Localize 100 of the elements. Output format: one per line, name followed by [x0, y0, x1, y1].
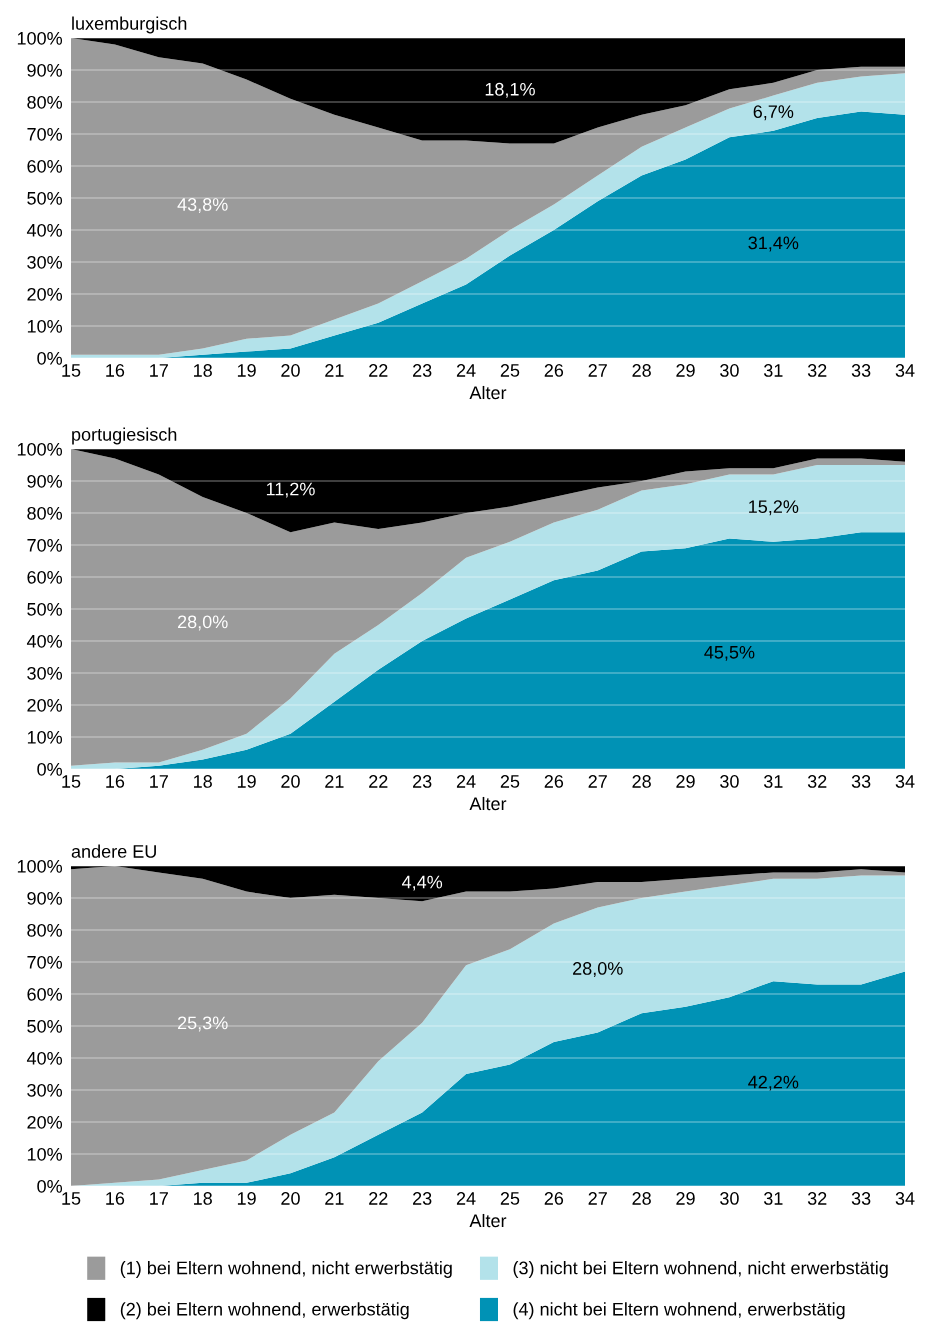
x-tick-label: 21: [325, 1192, 344, 1205]
annotation: 28,0%: [178, 615, 228, 631]
annotation: 18,1%: [485, 82, 535, 98]
x-axis-title: Alter: [469, 796, 507, 811]
x-tick-label: 32: [807, 364, 827, 377]
y-tick-label: 90%: [27, 474, 63, 488]
x-tick-label: 31: [763, 1192, 783, 1205]
annotation: 45,5%: [704, 645, 755, 661]
y-tick-label: 10%: [27, 319, 63, 333]
x-tick-label: 22: [369, 775, 388, 788]
x-tick-label: 20: [281, 1192, 300, 1205]
x-tick-label: 16: [106, 364, 125, 377]
y-tick-label: 20%: [27, 287, 63, 301]
x-tick-label: 26: [544, 364, 564, 377]
x-tick-label: 18: [194, 775, 212, 788]
x-tick-label: 19: [237, 775, 256, 788]
y-tick-label: 40%: [26, 1051, 63, 1065]
legend-label: (4) nicht bei Eltern wohnend, erwerbstätig: [513, 1302, 845, 1320]
x-tick-label: 32: [807, 775, 827, 788]
x-tick-label: 30: [720, 775, 739, 788]
x-tick-label: 34: [895, 775, 915, 788]
x-tick-label: 15: [62, 364, 81, 377]
x-tick-label: 16: [106, 1192, 125, 1205]
x-tick-label: 31: [763, 775, 783, 788]
x-tick-label: 26: [544, 775, 564, 788]
x-tick-label: 22: [369, 1192, 388, 1205]
y-tick-label: 100%: [17, 859, 63, 873]
x-tick-label: 33: [851, 1192, 871, 1205]
annotation: 42,2%: [748, 1075, 799, 1091]
y-tick-label: 70%: [27, 955, 63, 969]
x-tick-label: 34: [895, 1192, 915, 1205]
y-tick-label: 100%: [17, 31, 63, 45]
y-tick-label: 0%: [37, 1179, 63, 1193]
x-tick-label: 18: [194, 1192, 212, 1205]
legend-label: (2) bei Eltern wohnend, erwerbstätig: [120, 1302, 409, 1320]
y-tick-label: 40%: [26, 634, 63, 648]
y-tick-label: 80%: [27, 506, 63, 520]
x-tick-label: 25: [500, 364, 520, 377]
chart-title: andere EU: [71, 844, 156, 858]
x-axis-title: Alter: [469, 1213, 507, 1228]
y-tick-label: 90%: [27, 891, 63, 905]
x-tick-label: 23: [413, 775, 432, 788]
chart-title: portugiesisch: [72, 427, 177, 445]
x-tick-label: 34: [895, 364, 915, 377]
y-tick-label: 60%: [27, 987, 63, 1001]
x-tick-label: 28: [632, 1192, 651, 1205]
annotation: 11,2%: [266, 482, 315, 498]
y-tick-label: 30%: [27, 666, 63, 680]
x-tick-label: 28: [632, 775, 651, 788]
x-tick-label: 19: [237, 364, 256, 377]
annotation: 6,7%: [753, 105, 794, 121]
y-tick-label: 30%: [27, 1083, 63, 1097]
x-tick-label: 30: [720, 364, 739, 377]
y-tick-label: 10%: [27, 1147, 63, 1161]
x-tick-label: 29: [676, 775, 695, 788]
annotation: 25,3%: [178, 1016, 228, 1032]
x-tick-label: 25: [500, 775, 520, 788]
x-tick-label: 22: [369, 364, 388, 377]
x-tick-label: 18: [194, 364, 212, 377]
y-tick-label: 60%: [27, 159, 63, 173]
x-tick-label: 33: [851, 775, 871, 788]
y-tick-label: 80%: [27, 95, 63, 109]
legend-label: (3) nicht bei Eltern wohnend, nicht erwerbstätig: [513, 1261, 888, 1278]
y-tick-label: 10%: [27, 730, 63, 744]
x-tick-label: 20: [281, 775, 300, 788]
x-tick-label: 21: [325, 364, 344, 377]
annotation: 43,8%: [177, 198, 228, 213]
x-tick-label: 29: [676, 364, 695, 377]
x-tick-label: 23: [413, 364, 432, 377]
x-tick-label: 24: [456, 775, 476, 788]
x-tick-label: 20: [281, 364, 300, 377]
y-tick-label: 0%: [37, 762, 63, 776]
chart-title: luxemburgisch: [72, 16, 187, 34]
y-tick-label: 90%: [27, 63, 63, 77]
y-tick-label: 40%: [26, 223, 63, 237]
x-tick-label: 17: [150, 1192, 168, 1205]
x-tick-label: 24: [456, 1192, 476, 1205]
x-tick-label: 17: [150, 775, 168, 788]
x-tick-label: 21: [325, 775, 344, 788]
x-tick-label: 31: [763, 364, 783, 377]
y-tick-label: 50%: [27, 191, 63, 205]
x-tick-label: 23: [413, 1192, 432, 1205]
x-tick-label: 19: [237, 1192, 256, 1205]
x-tick-label: 28: [632, 364, 651, 377]
y-tick-label: 30%: [27, 255, 63, 269]
x-tick-label: 29: [676, 1192, 695, 1205]
x-tick-label: 32: [807, 1192, 827, 1205]
annotation: 28,0%: [573, 962, 623, 977]
y-tick-label: 70%: [27, 127, 63, 141]
x-tick-label: 26: [544, 1192, 564, 1205]
y-tick-label: 0%: [37, 351, 63, 365]
x-tick-label: 15: [62, 775, 81, 788]
y-tick-label: 50%: [27, 602, 63, 616]
x-tick-label: 24: [456, 364, 476, 377]
x-tick-label: 16: [106, 775, 125, 788]
y-tick-label: 20%: [27, 1115, 63, 1129]
x-tick-label: 27: [588, 775, 607, 788]
x-axis-title: Alter: [469, 385, 507, 400]
y-tick-label: 50%: [27, 1019, 63, 1033]
x-tick-label: 30: [720, 1192, 739, 1205]
